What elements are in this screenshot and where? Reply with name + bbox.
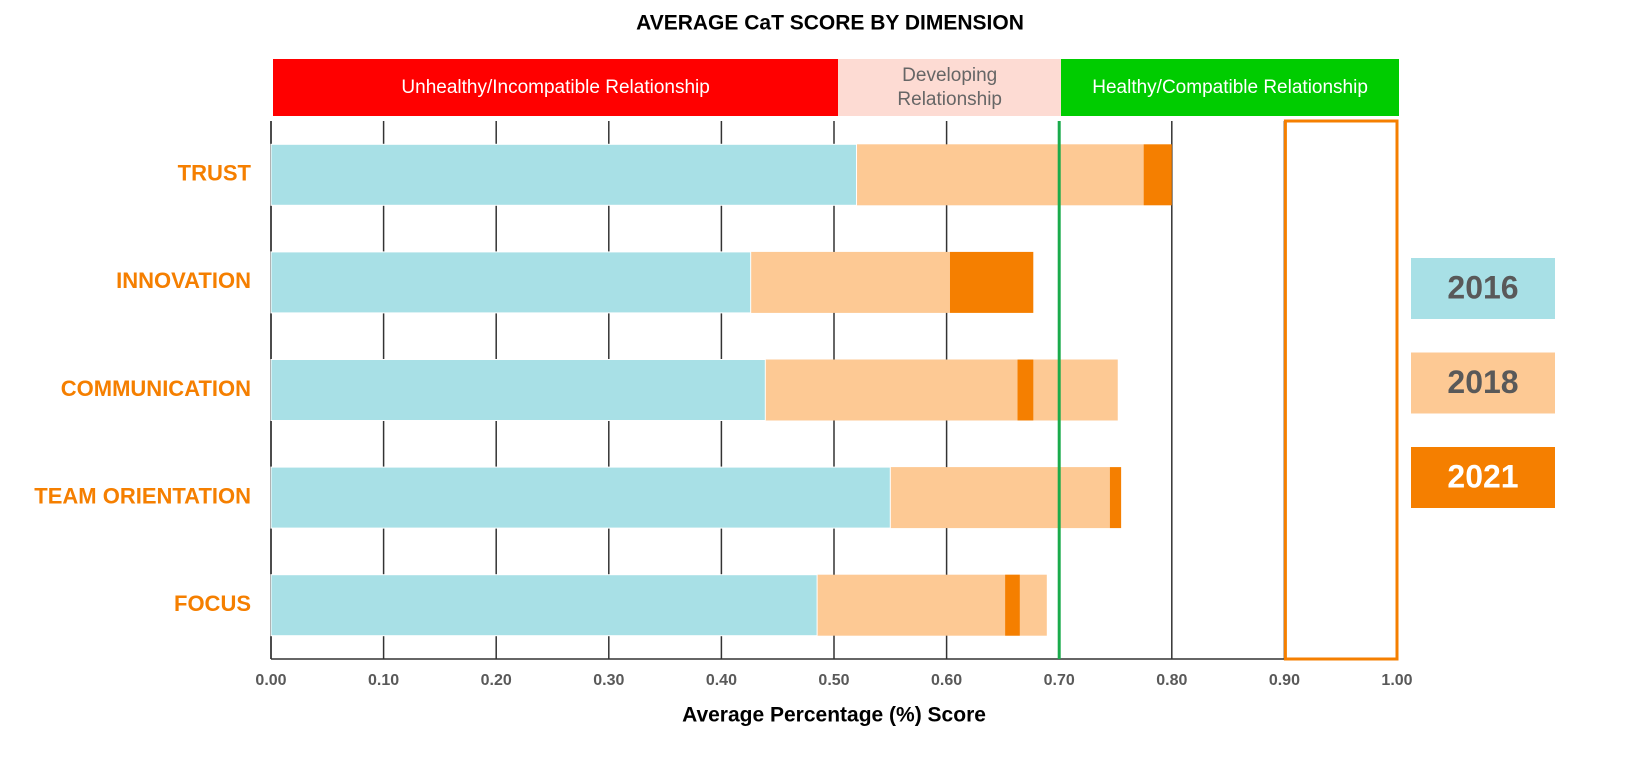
y-tick-label: TRUST — [178, 161, 252, 186]
legend-swatch — [1411, 352, 1555, 414]
x-tick-label: 0.00 — [255, 672, 286, 689]
bar — [1017, 359, 1034, 421]
y-tick-label: INNOVATION — [116, 268, 251, 293]
bar — [949, 251, 1034, 313]
legend-label: 2018 — [1447, 364, 1518, 400]
x-tick-label: 0.90 — [1269, 672, 1300, 689]
x-tick-label: 1.00 — [1381, 672, 1412, 689]
bar — [270, 574, 818, 637]
legend-swatch — [1411, 447, 1555, 508]
x-tick-label: 0.80 — [1156, 672, 1187, 689]
bar — [1005, 574, 1020, 636]
x-tick-label: 0.50 — [818, 672, 849, 689]
y-tick-label: FOCUS — [174, 591, 251, 616]
bar — [1143, 144, 1172, 206]
x-tick-label: 0.40 — [706, 672, 737, 689]
x-tick-label: 0.30 — [593, 672, 624, 689]
y-tick-label: TEAM ORIENTATION — [34, 483, 251, 508]
legend-swatch — [1411, 258, 1555, 319]
zone-band: Unhealthy/Incompatible Relationship — [273, 59, 839, 116]
zone-label: Unhealthy/Incompatible Relationship — [401, 76, 710, 98]
chart-title: AVERAGE CaT SCORE BY DIMENSION — [636, 12, 1024, 35]
x-tick-label: 0.70 — [1044, 672, 1075, 689]
bar — [270, 143, 858, 206]
zone-band: Healthy/Compatible Relationship — [1061, 59, 1399, 116]
zone-band: Developing Relationship — [838, 59, 1062, 116]
zone-label: Developing Relationship — [897, 64, 1002, 110]
x-tick-label: 0.10 — [368, 672, 399, 689]
highlight-box — [1283, 119, 1399, 661]
y-tick-label: COMMUNICATION — [61, 376, 251, 401]
bar — [1109, 467, 1122, 529]
legend-label: 2016 — [1447, 269, 1518, 305]
x-tick-label: 0.20 — [481, 672, 512, 689]
legend-label: 2021 — [1447, 458, 1518, 494]
x-tick-label: 0.60 — [931, 672, 962, 689]
bar — [270, 466, 891, 529]
bar — [270, 359, 766, 421]
bar — [270, 251, 752, 314]
x-axis-label: Average Percentage (%) Score — [682, 704, 986, 727]
zone-label: Healthy/Compatible Relationship — [1092, 76, 1368, 98]
